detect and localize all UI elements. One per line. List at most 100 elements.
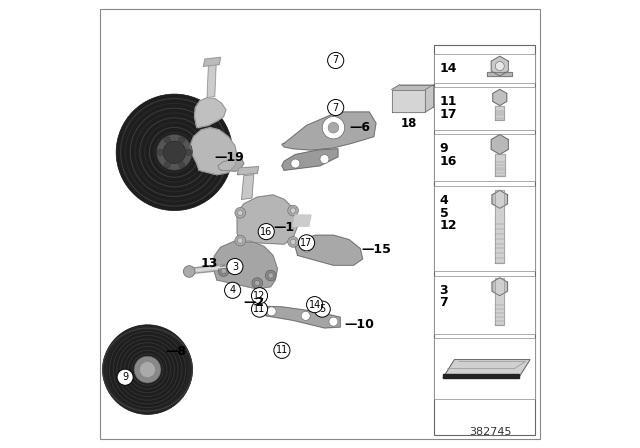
Circle shape <box>291 208 296 213</box>
Circle shape <box>252 288 268 304</box>
Circle shape <box>116 94 233 211</box>
Text: 9: 9 <box>440 142 448 155</box>
Circle shape <box>301 311 310 320</box>
Circle shape <box>237 238 243 243</box>
Polygon shape <box>237 167 259 175</box>
Circle shape <box>291 239 296 245</box>
Text: —2: —2 <box>244 296 265 309</box>
Bar <box>435 338 535 399</box>
Polygon shape <box>493 90 507 105</box>
Circle shape <box>163 141 186 164</box>
Circle shape <box>328 122 339 133</box>
Text: 5: 5 <box>440 207 449 220</box>
Text: 3: 3 <box>440 284 448 297</box>
Polygon shape <box>293 215 311 226</box>
Text: 382745: 382745 <box>469 427 511 437</box>
Polygon shape <box>392 85 433 90</box>
Text: 7: 7 <box>333 103 339 112</box>
Text: 12: 12 <box>253 291 266 301</box>
Polygon shape <box>487 72 512 77</box>
Circle shape <box>186 149 192 155</box>
Polygon shape <box>190 128 237 175</box>
Polygon shape <box>443 374 519 378</box>
Circle shape <box>156 134 192 170</box>
Polygon shape <box>495 190 504 263</box>
Bar <box>435 186 535 271</box>
Polygon shape <box>492 190 508 208</box>
Circle shape <box>107 329 188 410</box>
Circle shape <box>307 297 323 313</box>
Polygon shape <box>213 241 277 289</box>
Polygon shape <box>264 306 340 328</box>
Polygon shape <box>492 134 508 154</box>
Text: —10: —10 <box>344 318 374 332</box>
Circle shape <box>183 266 195 277</box>
Bar <box>435 276 535 334</box>
Circle shape <box>255 280 260 286</box>
Bar <box>435 45 535 435</box>
Circle shape <box>267 307 276 316</box>
Text: 13: 13 <box>201 257 218 270</box>
Circle shape <box>117 369 133 385</box>
Text: 18: 18 <box>400 116 417 130</box>
Text: —8: —8 <box>165 345 186 358</box>
Circle shape <box>266 270 276 281</box>
Circle shape <box>258 224 275 240</box>
Circle shape <box>221 268 227 274</box>
Text: —6: —6 <box>349 121 370 134</box>
Text: 14: 14 <box>308 300 321 310</box>
Polygon shape <box>425 85 433 112</box>
Text: 9: 9 <box>122 372 128 382</box>
Circle shape <box>225 282 241 298</box>
Text: 12: 12 <box>440 219 457 232</box>
Circle shape <box>301 242 312 252</box>
Circle shape <box>179 162 185 168</box>
Circle shape <box>328 99 344 116</box>
Circle shape <box>329 317 338 326</box>
Circle shape <box>218 266 229 276</box>
Circle shape <box>298 235 315 251</box>
Text: 17: 17 <box>440 108 457 121</box>
Text: 16: 16 <box>260 227 273 237</box>
Polygon shape <box>282 112 376 150</box>
Polygon shape <box>495 154 505 176</box>
Text: 7: 7 <box>440 296 449 309</box>
Bar <box>435 54 535 83</box>
Polygon shape <box>218 159 244 171</box>
Polygon shape <box>392 90 425 112</box>
Circle shape <box>288 205 298 216</box>
Circle shape <box>328 52 344 69</box>
Text: 4: 4 <box>230 285 236 295</box>
Circle shape <box>140 362 156 378</box>
Polygon shape <box>282 149 338 170</box>
Polygon shape <box>492 56 508 76</box>
Text: —1: —1 <box>273 221 294 234</box>
Polygon shape <box>296 235 362 265</box>
Polygon shape <box>492 278 508 296</box>
Circle shape <box>291 159 300 168</box>
Circle shape <box>274 342 290 358</box>
Circle shape <box>252 278 262 289</box>
Text: 16: 16 <box>440 155 457 168</box>
Polygon shape <box>204 57 221 66</box>
Circle shape <box>320 155 329 164</box>
Bar <box>435 134 535 181</box>
Text: —15: —15 <box>361 243 391 257</box>
Circle shape <box>314 301 330 317</box>
Text: 11: 11 <box>440 95 457 108</box>
Polygon shape <box>237 195 298 244</box>
Text: 14: 14 <box>440 62 457 75</box>
Text: 5: 5 <box>319 304 325 314</box>
Bar <box>435 87 535 130</box>
Circle shape <box>235 207 246 218</box>
Circle shape <box>164 137 170 143</box>
Circle shape <box>288 237 298 247</box>
Text: 11: 11 <box>276 345 288 355</box>
Text: —19: —19 <box>214 151 244 164</box>
Text: 11: 11 <box>253 304 266 314</box>
Polygon shape <box>195 98 226 128</box>
Circle shape <box>164 162 170 168</box>
Circle shape <box>179 137 185 143</box>
Text: 4: 4 <box>440 194 449 207</box>
Circle shape <box>227 258 243 275</box>
